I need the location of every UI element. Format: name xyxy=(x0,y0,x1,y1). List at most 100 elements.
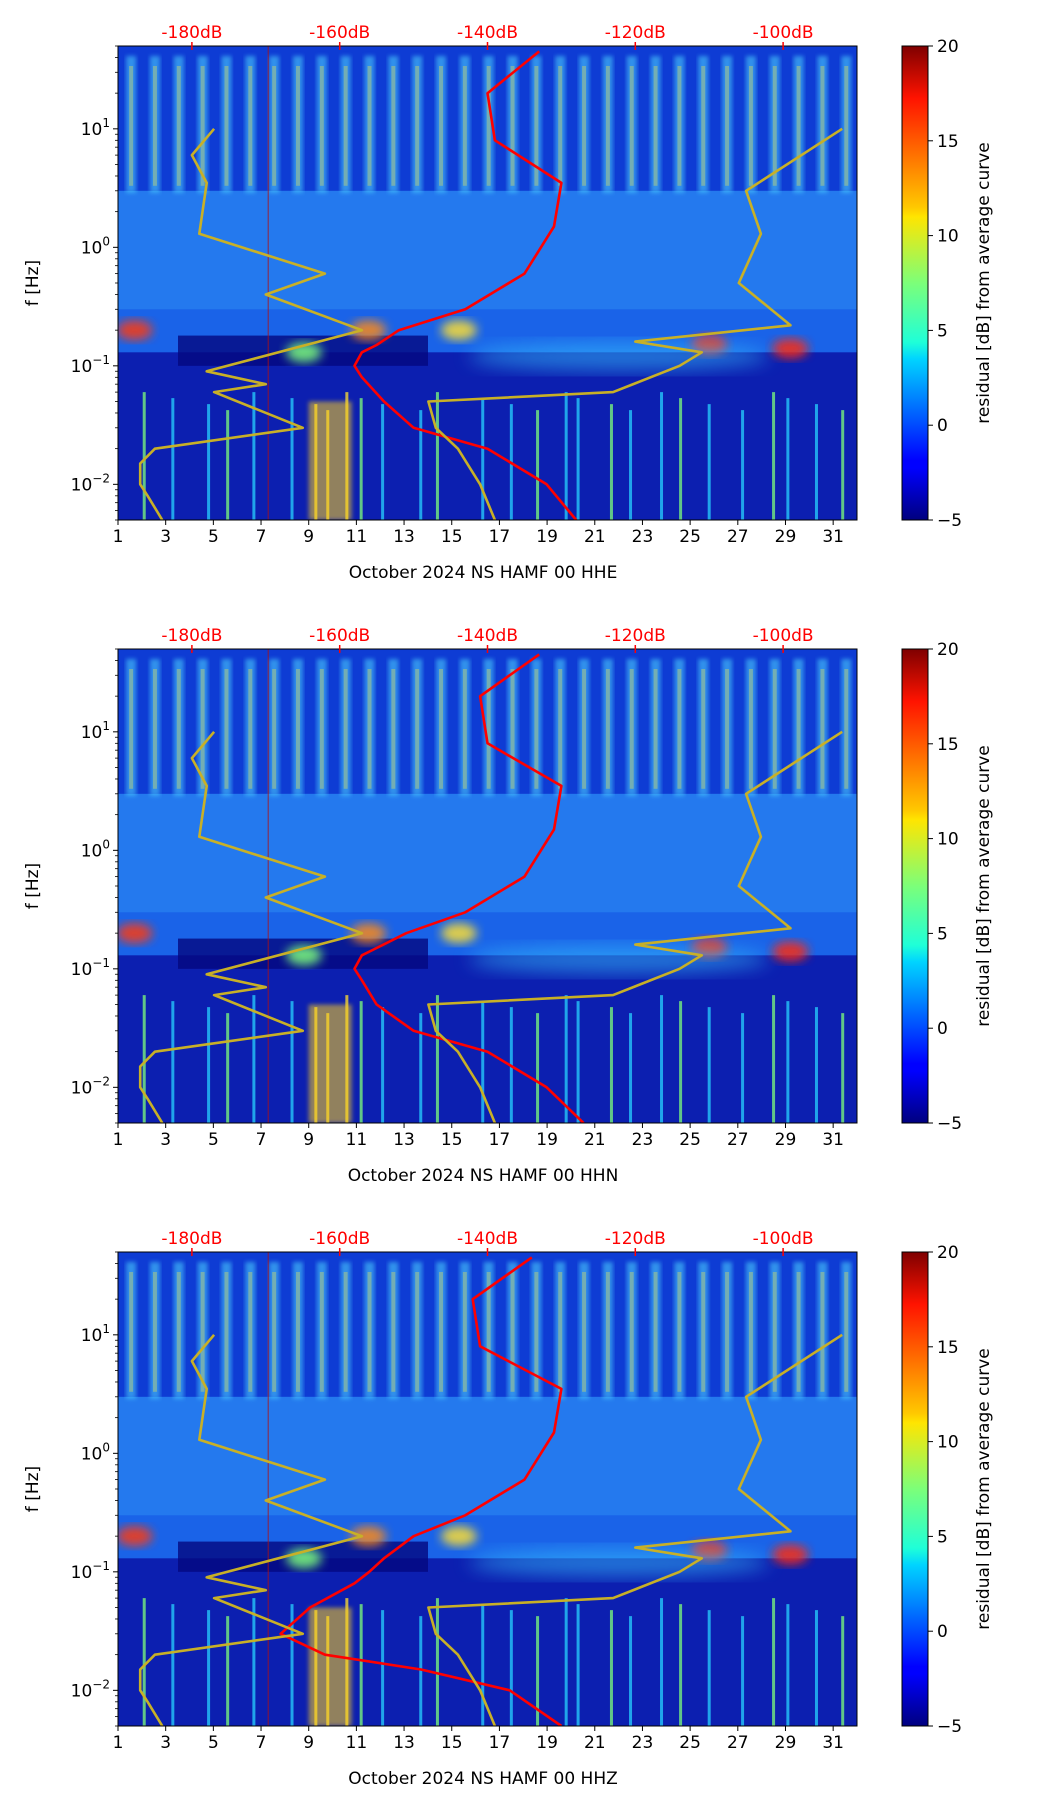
transient-spike xyxy=(814,1007,818,1123)
day-stripe xyxy=(126,56,137,193)
db-tick-label: -120dB xyxy=(605,23,666,43)
day-stripe-core xyxy=(629,66,634,186)
x-tick-label: 23 xyxy=(632,527,654,547)
day-stripe xyxy=(555,56,566,193)
x-tick-label: 11 xyxy=(346,527,368,547)
day-stripe xyxy=(197,1262,208,1399)
transient-spike xyxy=(786,1001,790,1123)
energy-blob xyxy=(350,923,387,944)
day-stripe xyxy=(269,659,280,796)
day-stripe xyxy=(507,56,518,193)
x-tick-label: 21 xyxy=(584,527,606,547)
day-stripe-core xyxy=(367,669,372,789)
transient-spike xyxy=(359,1604,363,1726)
day-stripe xyxy=(316,1262,327,1399)
day-stripe-core xyxy=(629,669,634,789)
transient-spike xyxy=(226,1616,230,1726)
transient-spike xyxy=(207,1610,211,1726)
day-stripe-core xyxy=(510,669,515,789)
spectrogram-image xyxy=(118,649,857,1123)
day-stripe xyxy=(531,56,542,193)
day-stripe-core xyxy=(748,669,753,789)
transient-spike xyxy=(576,398,580,520)
energy-blob xyxy=(350,1526,387,1547)
noise-model-curve xyxy=(138,1333,364,1726)
day-stripe-core xyxy=(796,1272,801,1392)
transient-spike xyxy=(772,392,776,520)
day-stripe xyxy=(555,1262,566,1399)
day-stripe-core xyxy=(176,1272,181,1392)
x-tick-label: 29 xyxy=(775,1733,797,1753)
colorbar xyxy=(901,1251,929,1727)
day-stripe xyxy=(769,56,780,193)
x-tick-label: 23 xyxy=(632,1733,654,1753)
transient-spike xyxy=(435,1598,439,1726)
transient-spike xyxy=(841,1013,845,1123)
y-tick-label: 10−2 xyxy=(71,471,110,495)
db-tick-label: -160dB xyxy=(309,626,370,646)
energy-blob xyxy=(772,338,809,359)
day-stripe xyxy=(626,56,637,193)
day-stripe xyxy=(364,659,375,796)
noise-model-curve xyxy=(427,730,843,1123)
y-tick-label: 10−1 xyxy=(71,1559,110,1583)
day-stripe xyxy=(507,659,518,796)
x-tick-label: 7 xyxy=(256,527,267,547)
transient-spike xyxy=(509,1610,513,1726)
day-stripe xyxy=(745,1262,756,1399)
db-tick-label: -180dB xyxy=(161,626,222,646)
day-stripe-core xyxy=(725,1272,730,1392)
day-stripe-core xyxy=(820,66,825,186)
transient-spike xyxy=(252,1598,256,1726)
colorbar-tick-label: −5 xyxy=(937,511,962,531)
colorbar xyxy=(901,45,929,521)
day-stripe xyxy=(388,1262,399,1399)
x-tick-label: 5 xyxy=(208,1733,219,1753)
transient-spike xyxy=(707,1610,711,1726)
day-stripe xyxy=(602,56,613,193)
day-stripe xyxy=(507,1262,518,1399)
day-stripe xyxy=(579,1262,590,1399)
colorbar-tick-label: 20 xyxy=(937,37,959,57)
day-stripe xyxy=(292,56,303,193)
x-tick-label: 15 xyxy=(441,1130,463,1150)
transient-spike xyxy=(576,1001,580,1123)
x-tick-label: 21 xyxy=(584,1733,606,1753)
day-stripe xyxy=(197,56,208,193)
y-tick-base: 10 xyxy=(71,1078,93,1098)
transient-spike xyxy=(142,995,146,1123)
energy-blob xyxy=(118,923,153,944)
day-stripe-core xyxy=(772,66,777,186)
day-stripe-core xyxy=(653,66,658,186)
day-stripe xyxy=(412,659,423,796)
transient-spike xyxy=(509,1007,513,1123)
transient-spike xyxy=(359,1001,363,1123)
colorbar-label: residual [dB] from average curve xyxy=(974,745,994,1026)
day-stripe xyxy=(483,659,494,796)
x-tick-label: 19 xyxy=(536,1733,558,1753)
db-tick-label: -100dB xyxy=(753,23,814,43)
day-stripe xyxy=(579,56,590,193)
day-stripe xyxy=(221,1262,232,1399)
transient-spike xyxy=(841,410,845,520)
psd-curve xyxy=(279,1256,563,1726)
day-stripe-core xyxy=(677,669,682,789)
day-stripe-core xyxy=(653,1272,658,1392)
colorbar-tick-label: −5 xyxy=(937,1114,962,1134)
transient-spike xyxy=(509,404,513,520)
y-tick-exponent: 0 xyxy=(102,234,110,248)
day-stripe xyxy=(221,659,232,796)
day-stripe xyxy=(126,1262,137,1399)
transient-spike xyxy=(707,404,711,520)
day-stripe-core xyxy=(272,669,277,789)
x-tick-label: 27 xyxy=(727,1733,749,1753)
day-stripe xyxy=(292,1262,303,1399)
day-stripe-core xyxy=(367,1272,372,1392)
day-stripe xyxy=(149,659,160,796)
x-tick-label: 9 xyxy=(303,1733,314,1753)
day-stripe-core xyxy=(319,66,324,186)
x-axis-label: October 2024 NS HAMF 00 HHE xyxy=(349,563,618,583)
db-tick-label: -140dB xyxy=(457,23,518,43)
day-stripe xyxy=(650,659,661,796)
